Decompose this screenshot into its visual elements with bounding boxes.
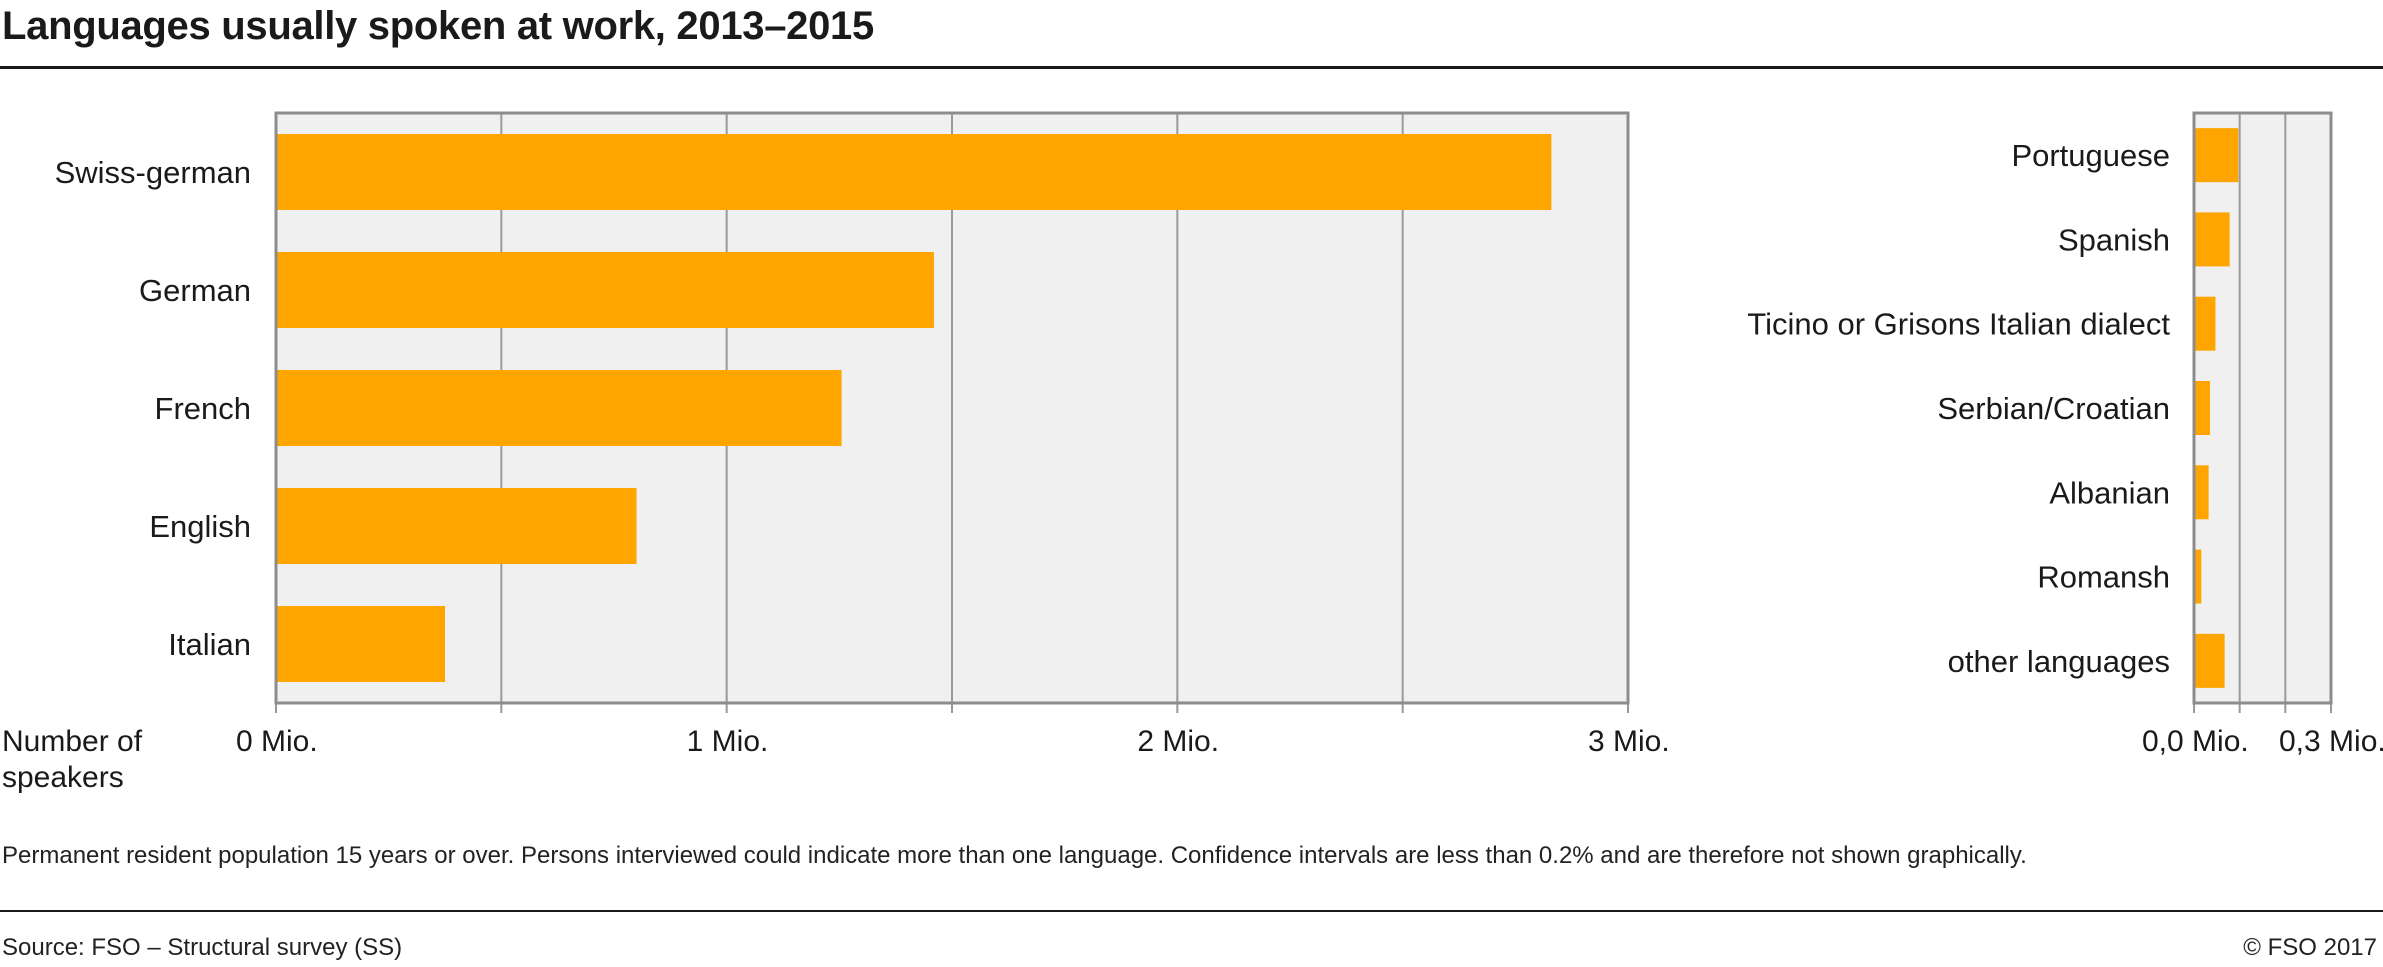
other-bar-0 xyxy=(2194,128,2239,183)
other-category-label-2: Ticino or Grisons Italian dialect xyxy=(1747,307,2170,342)
chart-title: Languages usually spoken at work, 2013–2… xyxy=(2,4,874,48)
other-category-label-3: Serbian/Croatian xyxy=(1937,391,2170,426)
footer-divider xyxy=(0,910,2383,912)
main-category-label-0: Swiss-german xyxy=(55,155,251,190)
other-tick-label-1: 0,3 Mio. xyxy=(2279,725,2383,758)
other-bar-6 xyxy=(2194,633,2225,688)
chart-canvas: Swiss-german German French English Italian 0 … xyxy=(2,111,2383,794)
main-tick-label-3: 3 Mio. xyxy=(1588,725,1670,758)
title-divider xyxy=(0,66,2383,69)
main-category-label-1: German xyxy=(139,273,251,308)
other-bar-4 xyxy=(2194,465,2209,520)
main-bar-2 xyxy=(276,370,842,446)
main-category-label-4: Italian xyxy=(168,627,251,662)
other-languages-chart: Portuguese Spanish Ticino or Grisons Itali… xyxy=(1747,111,2383,758)
main-tick-label-0: 0 Mio. xyxy=(236,725,318,758)
main-bar-3 xyxy=(276,488,637,564)
other-bar-1 xyxy=(2194,212,2230,267)
x-axis-title-line-0: Number of xyxy=(2,725,143,758)
main-bar-0 xyxy=(276,134,1552,210)
source-text: Source: FSO – Structural survey (SS) xyxy=(2,934,403,961)
other-plot-frame xyxy=(2192,111,2333,705)
other-bar-3 xyxy=(2194,381,2210,435)
other-tick-label-0: 0,0 Mio. xyxy=(2142,725,2249,758)
main-tick-label-1: 1 Mio. xyxy=(687,725,769,758)
footnote: Permanent resident population 15 years o… xyxy=(2,842,2027,869)
other-category-label-0: Portuguese xyxy=(2011,138,2170,173)
main-tick-label-2: 2 Mio. xyxy=(1137,725,1219,758)
other-bar-2 xyxy=(2194,296,2216,351)
x-axis-title-line-1: speakers xyxy=(2,761,124,794)
main-category-label-2: French xyxy=(155,391,251,426)
main-languages-chart: Swiss-german German French English Italian 0 … xyxy=(2,111,1670,794)
other-bar-5 xyxy=(2194,549,2202,604)
other-category-label-6: other languages xyxy=(1948,644,2170,679)
main-bar-4 xyxy=(276,606,445,682)
main-bar-1 xyxy=(276,252,934,328)
main-plot-frame xyxy=(274,111,1630,705)
other-category-label-1: Spanish xyxy=(2058,222,2170,257)
other-plot-area xyxy=(2194,113,2331,703)
other-category-label-4: Albanian xyxy=(2049,475,2170,510)
other-category-label-5: Romansh xyxy=(2037,560,2170,595)
main-category-label-3: English xyxy=(149,509,251,544)
copyright-text: © FSO 2017 xyxy=(2243,934,2377,961)
